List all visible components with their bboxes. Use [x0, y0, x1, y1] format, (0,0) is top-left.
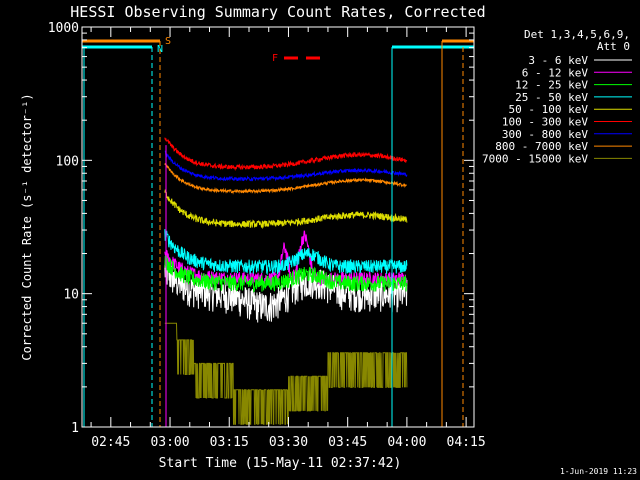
series-line: [164, 188, 408, 230]
series-line: [164, 255, 408, 293]
x-tick-label: 03:15: [210, 435, 249, 450]
saa-flag-label: S: [165, 36, 171, 47]
y-tick-label: 1: [71, 421, 79, 436]
plot-frame: [81, 26, 475, 428]
x-tick-label: 02:45: [91, 435, 130, 450]
tick-layer: 02:45 03:00 03:15 03:30 03:45 04:00 04:15 1 10 10…: [48, 21, 486, 450]
series-line: [164, 322, 408, 425]
chart-title: HESSI Observing Summary Count Rates, Cor…: [70, 3, 485, 21]
legend-entry-label: 50 - 100 keV: [509, 103, 589, 116]
x-tick-label: 04:00: [387, 435, 426, 450]
x-tick-label: 03:00: [150, 435, 189, 450]
legend-title: Det 1,3,4,5,6,9,: [524, 28, 630, 41]
series-line: [164, 150, 408, 182]
legend-entry-label: 12 - 25 keV: [515, 79, 588, 92]
legend-entry-label: 25 - 50 keV: [515, 91, 588, 104]
footer-date: 1-Jun-2019 11:23: [560, 467, 637, 476]
x-tick-label: 03:30: [269, 435, 308, 450]
legend-entry-label: 7000 - 15000 keV: [482, 152, 588, 165]
x-tick-label: 04:15: [447, 435, 486, 450]
x-axis-label: Start Time (15-May-11 02:37:42): [159, 456, 402, 471]
legend-subtitle: Att 0: [597, 40, 630, 53]
series-layer: [164, 137, 408, 427]
legend-entry-label: 300 - 800 keV: [502, 128, 588, 141]
y-tick-label: 100: [56, 154, 79, 169]
series-line: [164, 163, 408, 195]
night-flag-label: N: [157, 44, 163, 55]
y-tick-label: 1000: [48, 21, 79, 36]
legend-entry-label: 800 - 7000 keV: [495, 140, 588, 153]
flare-flag-label: F: [272, 53, 278, 64]
y-axis-label: Corrected Count Rate (s⁻¹ detector⁻¹): [20, 93, 34, 360]
legend-entry-label: 100 - 300 keV: [502, 116, 588, 129]
x-tick-label: 03:45: [328, 435, 367, 450]
series-line: [164, 229, 408, 276]
y-tick-label: 10: [63, 288, 79, 303]
series-line: [164, 137, 408, 172]
legend-entry-label: 6 - 12 keV: [522, 66, 589, 79]
legend-entry-label: 3 - 6 keV: [528, 54, 588, 67]
